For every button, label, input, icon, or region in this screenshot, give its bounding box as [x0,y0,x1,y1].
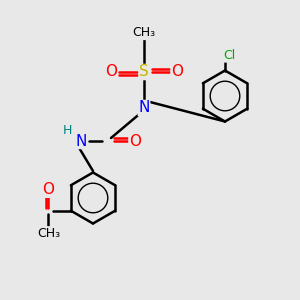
Text: CH₃: CH₃ [37,227,60,240]
Text: CH₃: CH₃ [132,26,156,40]
Text: S: S [139,64,149,80]
Text: H: H [63,124,72,137]
Text: O: O [105,64,117,80]
Text: O: O [129,134,141,148]
Text: O: O [42,182,54,197]
Text: N: N [75,134,87,148]
Text: Cl: Cl [224,49,236,62]
Text: O: O [171,64,183,80]
Text: N: N [138,100,150,116]
